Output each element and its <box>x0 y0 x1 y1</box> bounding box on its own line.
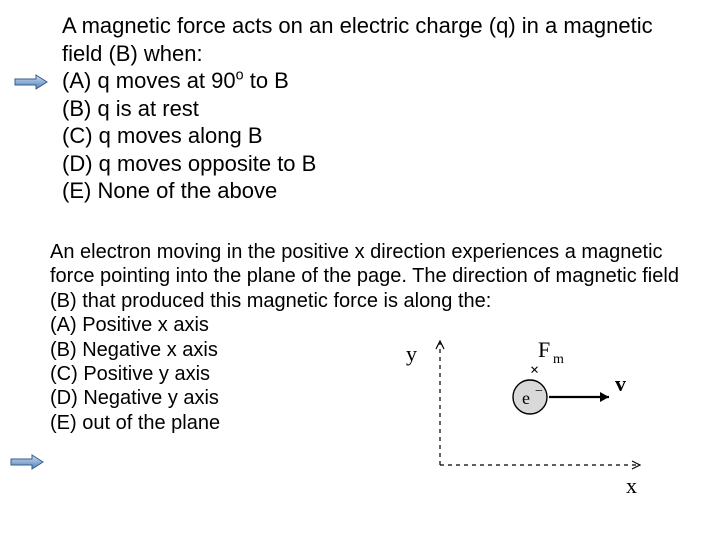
q1-option-c: (C) q moves along B <box>62 122 662 150</box>
q1-option-d: (D) q moves opposite to B <box>62 150 662 178</box>
q1-option-b: (B) q is at rest <box>62 95 662 123</box>
pointer-arrow-q1 <box>14 74 48 88</box>
q1-stem: A magnetic force acts on an electric cha… <box>62 12 662 67</box>
svg-text:×: × <box>530 362 539 379</box>
diagram-svg: y x Fm ×e− v <box>370 335 650 505</box>
arrow-icon <box>14 74 48 90</box>
pointer-arrow-q2 <box>10 454 44 468</box>
svg-text:v: v <box>615 371 626 396</box>
q1-option-e: (E) None of the above <box>62 177 662 205</box>
q1-a-post: to B <box>244 68 289 93</box>
svg-text:x: x <box>626 473 637 498</box>
arrow-icon <box>10 454 44 470</box>
q2-stem: An electron moving in the positive x dir… <box>50 240 680 313</box>
svg-text:m: m <box>553 352 564 367</box>
svg-text:F: F <box>538 337 550 362</box>
svg-text:−: − <box>535 384 543 399</box>
q2-option-a: (A) Positive x axis <box>50 313 680 337</box>
question-1: A magnetic force acts on an electric cha… <box>62 12 662 205</box>
q1-a-pre: (A) q moves at 90 <box>62 68 236 93</box>
svg-text:y: y <box>406 341 417 366</box>
q1-option-a: (A) q moves at 90o to B <box>62 67 662 95</box>
physics-diagram: y x Fm ×e− v <box>370 335 650 505</box>
degree-symbol: o <box>236 68 244 84</box>
svg-text:e: e <box>522 388 530 408</box>
